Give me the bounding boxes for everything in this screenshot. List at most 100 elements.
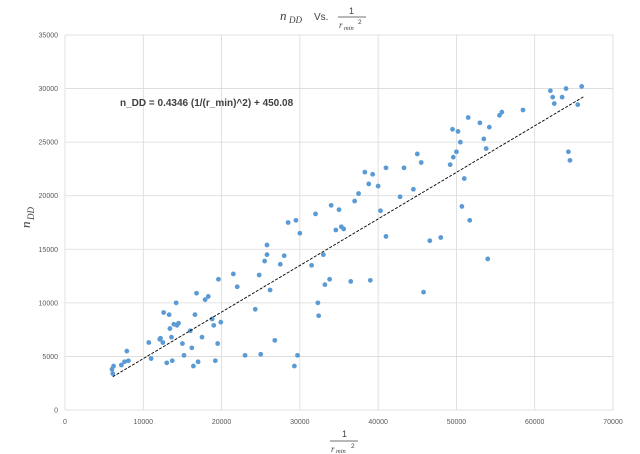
data-point xyxy=(148,356,154,361)
data-point xyxy=(320,252,326,258)
data-point xyxy=(375,183,381,189)
data-point xyxy=(499,109,505,115)
data-point xyxy=(234,284,240,290)
y-axis-label: n DD xyxy=(18,207,36,228)
data-point xyxy=(242,352,248,358)
data-point xyxy=(421,289,426,295)
data-point xyxy=(164,360,170,366)
trendline-equation: n_DD = 0.4346 (1/(r_min)^2) + 450.08 xyxy=(120,98,294,109)
title-vs: Vs. xyxy=(314,12,328,23)
data-point xyxy=(202,297,208,303)
data-point xyxy=(111,363,116,369)
trendline xyxy=(112,96,585,378)
data-point xyxy=(414,151,420,157)
data-point xyxy=(199,334,205,340)
data-point xyxy=(336,207,342,213)
data-point xyxy=(348,279,354,284)
data-point xyxy=(575,102,581,108)
x-tick-label: 10000 xyxy=(134,419,154,426)
data-point xyxy=(195,359,201,365)
data-point xyxy=(483,146,489,151)
data-point xyxy=(481,136,487,142)
data-point xyxy=(146,340,152,345)
data-point xyxy=(209,316,215,322)
data-point xyxy=(383,234,389,239)
data-point xyxy=(173,300,179,306)
data-point xyxy=(579,84,585,89)
gridlines xyxy=(64,34,614,411)
data-point xyxy=(485,256,491,262)
data-point xyxy=(322,282,328,288)
data-point xyxy=(161,310,167,315)
data-point xyxy=(567,157,573,163)
data-point xyxy=(110,371,116,376)
data-point xyxy=(565,149,571,155)
title-fraction-numerator: 1 xyxy=(349,6,354,16)
data-point xyxy=(383,165,389,171)
data-point xyxy=(459,204,465,209)
data-point xyxy=(450,154,456,160)
data-point xyxy=(169,358,175,364)
data-point xyxy=(256,272,262,278)
data-points xyxy=(109,84,585,376)
data-point xyxy=(211,322,217,328)
data-point xyxy=(465,115,471,120)
data-point xyxy=(166,312,172,318)
data-point xyxy=(309,262,314,268)
y-axis-tick-labels: 0 5000 10000 15000 20000 25000 30000 35000 xyxy=(39,33,59,415)
data-point xyxy=(181,352,187,358)
data-point xyxy=(212,358,218,364)
x-axis-label-numerator: 1 xyxy=(342,429,347,439)
data-point xyxy=(180,341,185,346)
data-point xyxy=(262,258,268,264)
data-point xyxy=(252,306,258,312)
data-point xyxy=(547,88,553,94)
x-tick-label: 70000 xyxy=(603,419,623,426)
data-point xyxy=(370,171,376,177)
x-tick-label: 0 xyxy=(63,419,67,426)
data-point xyxy=(559,94,565,100)
title-fraction-denominator: r xyxy=(339,20,343,30)
data-point xyxy=(362,169,368,175)
data-point xyxy=(551,101,557,106)
data-point xyxy=(205,294,211,299)
data-point xyxy=(327,276,333,282)
x-axis-label-subscript: min xyxy=(336,448,346,454)
data-point xyxy=(438,235,444,240)
y-tick-label: 5000 xyxy=(42,354,58,361)
data-point xyxy=(520,107,526,113)
data-point xyxy=(563,86,569,91)
y-tick-label: 35000 xyxy=(39,33,59,40)
data-point xyxy=(118,362,124,368)
data-point xyxy=(352,198,358,204)
data-point xyxy=(328,202,334,208)
x-axis-label-denominator: r xyxy=(331,444,335,454)
data-point xyxy=(216,276,221,282)
data-point xyxy=(550,94,556,100)
x-axis-tick-labels: 0 10000 20000 30000 40000 50000 60000 70000 xyxy=(63,419,623,426)
title-fraction-superscript: 2 xyxy=(358,19,362,26)
data-point xyxy=(264,242,270,248)
data-point xyxy=(316,313,322,319)
data-point xyxy=(356,191,361,196)
data-point xyxy=(267,287,273,293)
x-tick-label: 20000 xyxy=(212,419,232,426)
x-tick-label: 60000 xyxy=(525,419,545,426)
data-point xyxy=(285,220,291,225)
x-tick-label: 40000 xyxy=(368,419,388,426)
title-main: n xyxy=(280,8,287,23)
data-point xyxy=(277,261,283,267)
data-point xyxy=(169,334,174,340)
x-tick-label: 30000 xyxy=(290,419,310,426)
y-tick-label: 25000 xyxy=(39,140,59,147)
data-point xyxy=(189,345,195,351)
data-point xyxy=(367,277,373,283)
title-fraction-subscript: min xyxy=(344,25,354,32)
trendline-group xyxy=(112,96,585,378)
data-point xyxy=(418,160,424,165)
data-point xyxy=(378,208,383,214)
data-point xyxy=(291,363,297,369)
data-point xyxy=(467,217,473,223)
